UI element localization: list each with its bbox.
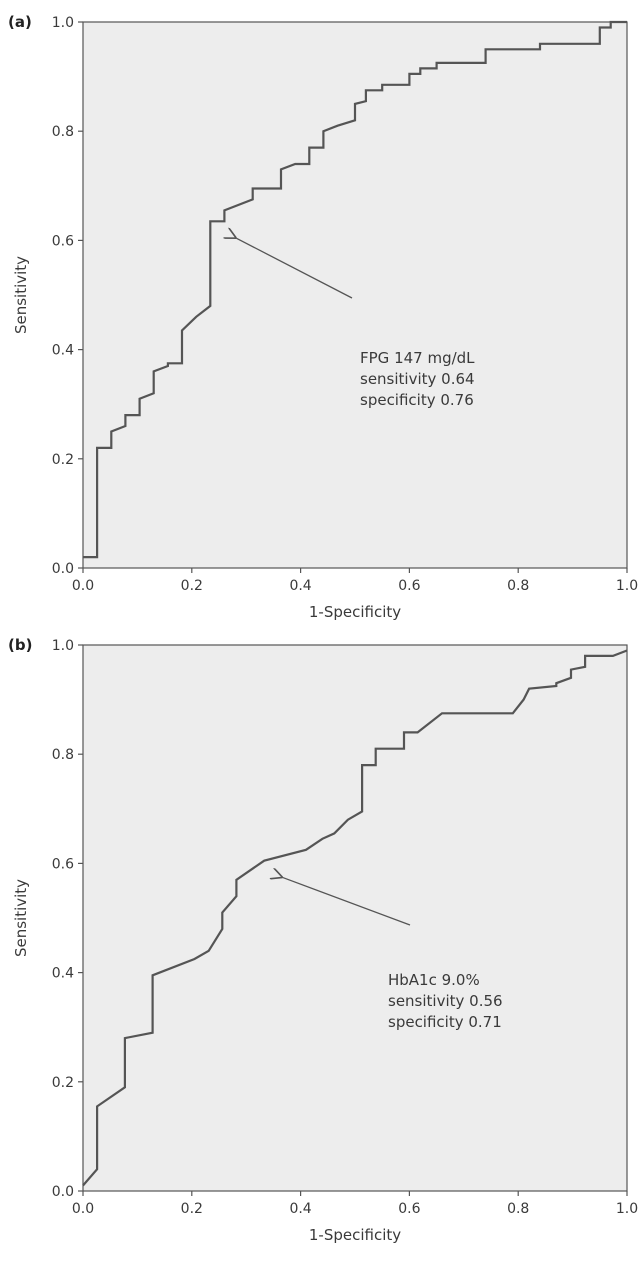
roc-curve [83,20,627,559]
annotation-line: specificity 0.71 [388,1013,502,1031]
y-tick-label: 0.0 [52,561,74,577]
x-tick-label: 0.6 [398,578,420,594]
x-tick-label: 0.4 [289,578,311,594]
y-tick-label: 0.0 [52,1184,74,1200]
annotation-text: HbA1c 9.0% sensitivity 0.56 specificity … [388,971,507,1031]
x-tick-label: 0.6 [398,1201,420,1217]
y-tick-label: 0.4 [52,343,74,359]
x-tick-label: 0.8 [507,1201,529,1217]
annotation-line: sensitivity 0.64 [360,370,475,388]
panel-label: (a) [8,13,32,31]
plot-area [82,644,628,1192]
annotation-arrow [235,238,353,299]
x-tick-label: 0.0 [72,1201,94,1217]
y-tick-label: 1.0 [52,15,74,31]
y-tick-label: 0.8 [52,124,74,140]
x-tick-label: 0.2 [181,578,203,594]
y-axis-label: Sensitivity [12,879,30,957]
y-tick-label: 1.0 [52,638,74,654]
annotation-arrow [282,877,411,926]
annotation-line: sensitivity 0.56 [388,992,503,1010]
x-tick-label: 0.8 [507,578,529,594]
x-tick-label: 1.0 [616,578,638,594]
roc-curve [82,649,628,1187]
y-tick-label: 0.8 [52,747,74,763]
x-tick-label: 0.0 [72,578,94,594]
panel-label: (b) [8,636,32,654]
panel-a: (a) 0.0 0.2 0.4 0.6 0.8 1.0 0.0 0.2 0.4 0.6 0.8 1.0… [8,13,638,621]
y-tick-label: 0.6 [52,856,74,872]
annotation-line: HbA1c 9.0% [388,971,480,989]
x-axis-label: 1-Specificity [309,1226,401,1244]
annotation-line: specificity 0.76 [360,391,474,409]
x-axis-label: 1-Specificity [309,603,401,621]
y-tick-label: 0.2 [52,1075,74,1091]
annotation-text: FPG 147 mg/dL sensitivity 0.64 specifici… [360,349,479,409]
annotation-line: FPG 147 mg/dL [360,349,475,367]
y-tick-label: 0.4 [52,966,74,982]
x-tick-label: 1.0 [616,1201,638,1217]
x-tick-label: 0.2 [181,1201,203,1217]
panel-b: (b) 0.0 0.2 0.4 0.6 0.8 1.0 0.0 0.2 0.4 0.6 0.8 1.0… [8,636,638,1244]
y-tick-label: 0.6 [52,233,74,249]
y-tick-label: 0.2 [52,452,74,468]
x-tick-label: 0.4 [289,1201,311,1217]
y-axis-label: Sensitivity [12,256,30,334]
